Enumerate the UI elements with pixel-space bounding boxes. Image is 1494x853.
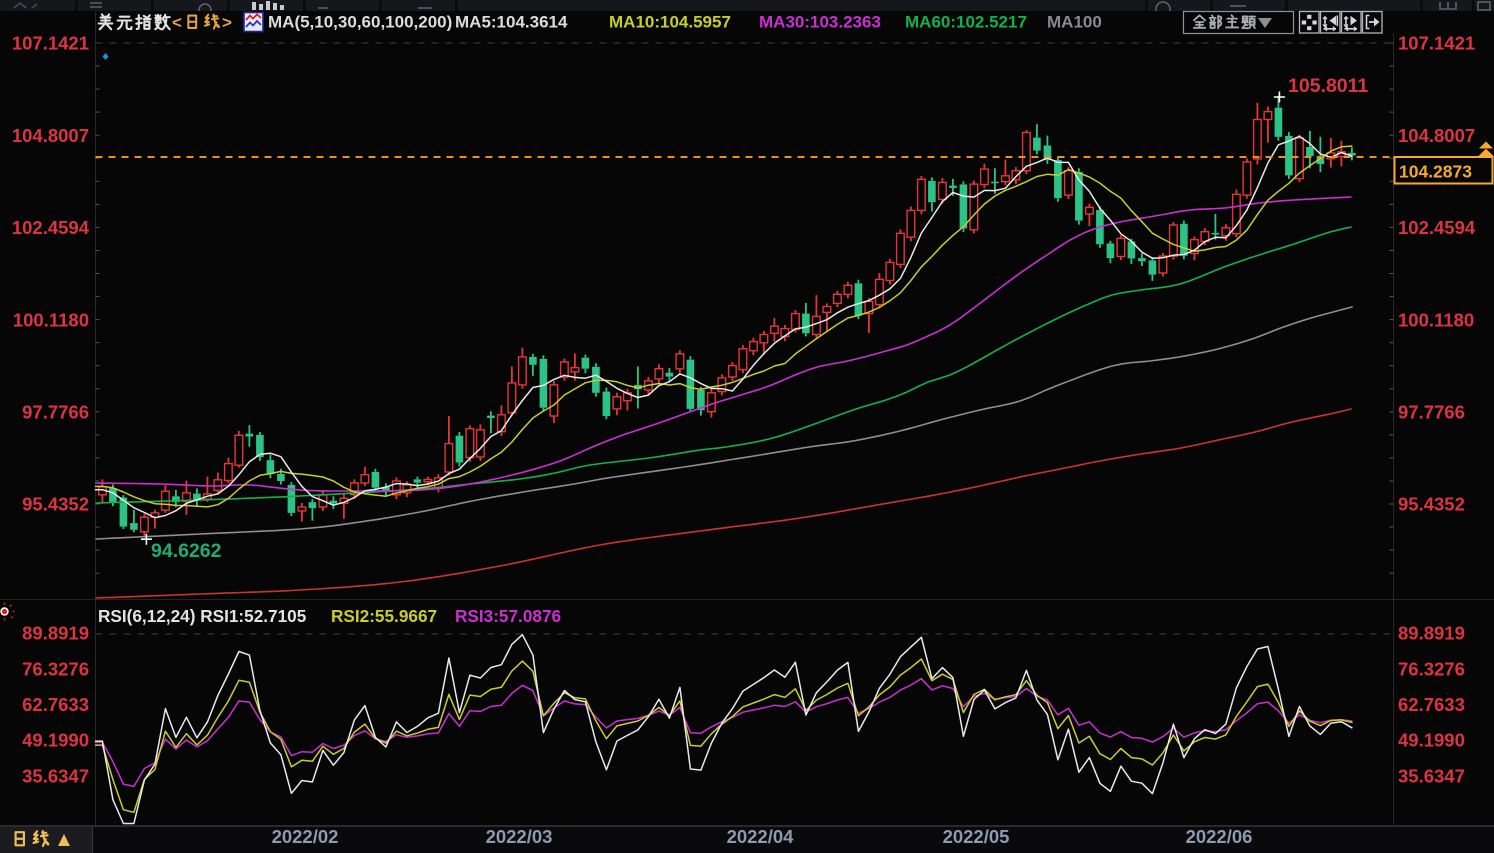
svg-text:102.4594: 102.4594 xyxy=(12,217,90,238)
svg-text:107.1421: 107.1421 xyxy=(1398,33,1475,54)
svg-text:2022/05: 2022/05 xyxy=(943,826,1010,847)
svg-text:104.8007: 104.8007 xyxy=(12,125,89,146)
svg-text:107.1421: 107.1421 xyxy=(12,33,89,54)
svg-text:104.8007: 104.8007 xyxy=(1398,125,1475,146)
svg-text:35.6347: 35.6347 xyxy=(22,765,89,786)
svg-text:MA10:104.5957: MA10:104.5957 xyxy=(609,13,731,32)
svg-text:95.4352: 95.4352 xyxy=(22,494,89,515)
svg-text:MA5:104.3614: MA5:104.3614 xyxy=(455,13,568,32)
svg-text:49.1990: 49.1990 xyxy=(22,730,89,751)
svg-text:RSI2:55.9667: RSI2:55.9667 xyxy=(331,606,437,626)
svg-text:94.6262: 94.6262 xyxy=(151,540,222,562)
svg-text:2022/03: 2022/03 xyxy=(486,826,553,847)
svg-text:MA60:102.5217: MA60:102.5217 xyxy=(905,13,1027,32)
svg-text:105.8011: 105.8011 xyxy=(1288,75,1368,97)
svg-text:<: < xyxy=(172,13,182,32)
svg-text:97.7766: 97.7766 xyxy=(22,402,89,423)
svg-text:2022/04: 2022/04 xyxy=(727,826,795,847)
svg-text:2022/06: 2022/06 xyxy=(1186,826,1253,847)
svg-text:62.7633: 62.7633 xyxy=(22,694,89,715)
svg-text:100.1180: 100.1180 xyxy=(13,309,89,330)
svg-text:97.7766: 97.7766 xyxy=(1398,402,1465,423)
svg-text:62.7633: 62.7633 xyxy=(1398,694,1465,715)
svg-text:89.8919: 89.8919 xyxy=(1398,623,1465,644)
svg-text:>: > xyxy=(222,13,232,32)
svg-text:100.1180: 100.1180 xyxy=(1398,309,1474,330)
svg-text:102.4594: 102.4594 xyxy=(1398,217,1476,238)
svg-text:95.4352: 95.4352 xyxy=(1398,494,1465,515)
svg-text:RSI(6,12,24) RSI1:52.7105: RSI(6,12,24) RSI1:52.7105 xyxy=(98,606,307,626)
svg-text:MA100: MA100 xyxy=(1047,13,1102,32)
svg-text:35.6347: 35.6347 xyxy=(1398,765,1465,786)
svg-text:104.2873: 104.2873 xyxy=(1399,162,1472,182)
svg-text:76.3276: 76.3276 xyxy=(1398,658,1465,679)
svg-text:RSI3:57.0876: RSI3:57.0876 xyxy=(455,606,561,626)
svg-text:MA30:103.2363: MA30:103.2363 xyxy=(759,13,881,32)
svg-text:89.8919: 89.8919 xyxy=(22,623,89,644)
svg-text:2022/02: 2022/02 xyxy=(272,826,339,847)
svg-text:76.3276: 76.3276 xyxy=(22,658,89,679)
svg-text:MA(5,10,30,60,100,200): MA(5,10,30,60,100,200) xyxy=(268,13,452,32)
svg-text:49.1990: 49.1990 xyxy=(1398,730,1465,751)
